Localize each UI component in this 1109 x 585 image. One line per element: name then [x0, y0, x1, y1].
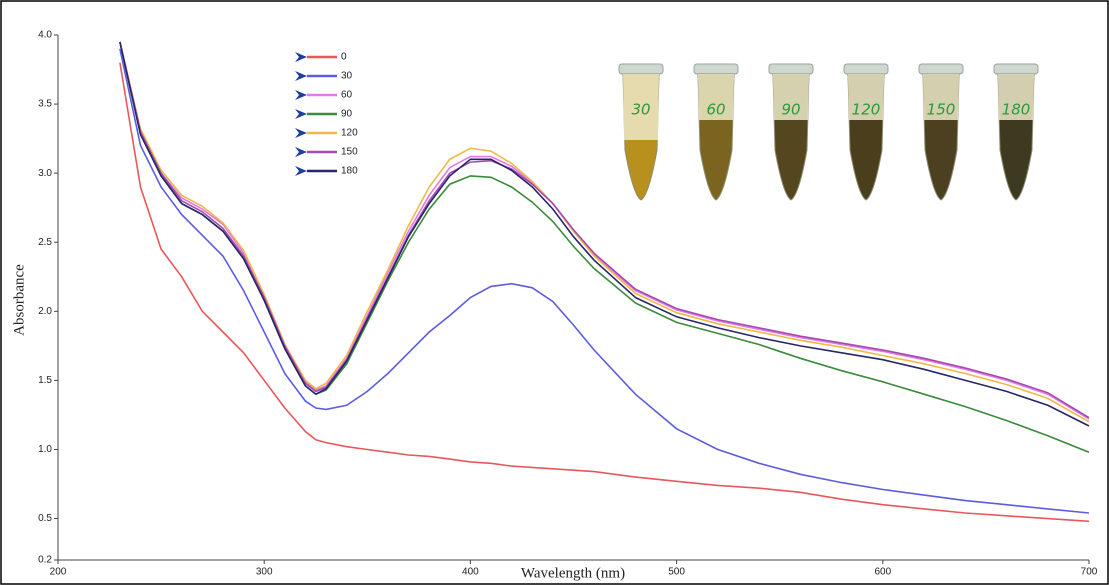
y-tick-label: 1.5 [38, 375, 52, 386]
x-axis-title: Wavelength (nm) [521, 565, 625, 581]
tube-label: 120 [852, 101, 881, 119]
tube-cap [618, 63, 664, 75]
tube-cap [693, 63, 739, 75]
tube-label: 30 [631, 101, 650, 119]
spectrum-line [119, 62, 1090, 523]
tube-top [848, 74, 884, 120]
y-tick-label: 1.0 [38, 444, 52, 455]
legend-arrow [295, 128, 307, 138]
tube-top [923, 74, 959, 120]
tube-cap [918, 63, 964, 75]
y-tick-label: 3.0 [38, 168, 52, 179]
tube-label: 180 [1002, 101, 1031, 119]
legend-arrow [295, 109, 307, 119]
legend-label: 30 [341, 71, 353, 82]
tube-photo: 30 60 90 120 150 180 [618, 63, 1039, 201]
y-tick-label: 0.2 [38, 555, 52, 566]
tube-cap [768, 63, 814, 75]
legend-label: 90 [341, 109, 353, 120]
legend-arrow [295, 71, 307, 81]
legend-arrow [295, 147, 307, 157]
legend-label: 0 [341, 52, 347, 63]
x-tick-label: 400 [462, 567, 479, 578]
spectrum-line [119, 41, 1090, 423]
spectrum-line [119, 41, 1090, 427]
tube-top [623, 74, 659, 140]
legend-label: 180 [341, 166, 358, 177]
spectrum-line [119, 48, 1090, 514]
y-tick-label: 2.5 [38, 237, 52, 248]
legend-label: 120 [341, 128, 358, 139]
legend-label: 60 [341, 90, 353, 101]
legend-arrow [295, 52, 307, 62]
x-tick-label: 300 [256, 567, 273, 578]
x-tick-label: 500 [668, 567, 685, 578]
x-tick-label: 700 [1081, 567, 1098, 578]
tube-top [773, 74, 809, 120]
tube-cap [843, 63, 889, 75]
tube-label: 90 [781, 101, 800, 119]
legend-arrow [295, 90, 307, 100]
tube-label: 150 [927, 101, 956, 119]
x-tick-label: 200 [50, 567, 67, 578]
tube-cap [993, 63, 1039, 75]
legend-arrow [295, 166, 307, 176]
y-tick-label: 0.5 [38, 513, 52, 524]
y-tick-label: 3.5 [38, 99, 52, 110]
y-tick-label: 2.0 [38, 306, 52, 317]
y-tick-label: 4.0 [38, 30, 52, 41]
spectrum-line [119, 41, 1090, 420]
y-axis-title: Absorbance [11, 264, 27, 336]
tube-top [998, 74, 1034, 120]
tube-top [698, 74, 734, 120]
tube-label: 60 [706, 101, 725, 119]
legend-label: 150 [341, 147, 358, 158]
x-tick-label: 600 [874, 567, 891, 578]
spectrum-line [119, 41, 1090, 419]
